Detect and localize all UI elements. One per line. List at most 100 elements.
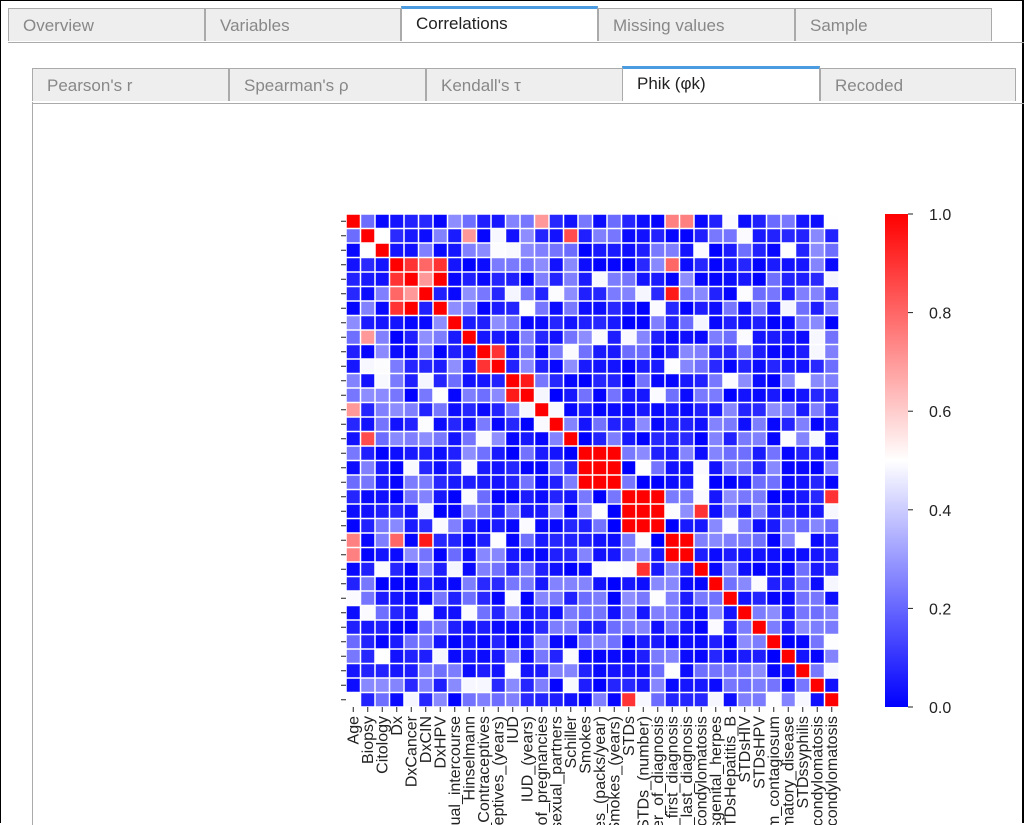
heatmap-cell bbox=[810, 257, 825, 272]
heatmap-cell bbox=[752, 228, 767, 243]
heatmap-cell bbox=[534, 678, 549, 693]
heatmap-cell bbox=[534, 547, 549, 562]
heatmap-cell bbox=[592, 417, 607, 432]
tab-missing-values[interactable]: Missing values bbox=[598, 8, 795, 41]
heatmap-cell bbox=[375, 547, 390, 562]
heatmap-cell bbox=[389, 388, 404, 403]
tab-correlations[interactable]: Correlations bbox=[401, 6, 598, 41]
heatmap-cell bbox=[534, 286, 549, 301]
heatmap-cell bbox=[433, 344, 448, 359]
heatmap-cell bbox=[694, 620, 709, 635]
heatmap-cell bbox=[708, 475, 723, 490]
heatmap-cell bbox=[824, 518, 839, 533]
heatmap-cell bbox=[404, 431, 419, 446]
tab-sample[interactable]: Sample bbox=[795, 8, 992, 41]
heatmap-cell bbox=[810, 591, 825, 606]
heatmap-cell bbox=[447, 475, 462, 490]
heatmap-cell bbox=[752, 214, 767, 229]
heatmap-cell bbox=[476, 620, 491, 635]
heatmap-cell bbox=[476, 678, 491, 693]
heatmap-cell bbox=[578, 272, 593, 287]
heatmap-cell bbox=[447, 649, 462, 664]
heatmap-cell bbox=[795, 634, 810, 649]
heatmap-cell bbox=[447, 591, 462, 606]
heatmap-cell bbox=[346, 576, 361, 591]
heatmap-cell bbox=[505, 547, 520, 562]
heatmap-cell bbox=[708, 446, 723, 461]
heatmap-cell bbox=[360, 243, 375, 258]
heatmap-cell bbox=[824, 388, 839, 403]
heatmap-cell bbox=[781, 373, 796, 388]
heatmap-cell bbox=[766, 388, 781, 403]
heatmap-cell bbox=[476, 388, 491, 403]
heatmap-cell bbox=[447, 489, 462, 504]
heatmap-cell bbox=[650, 678, 665, 693]
heatmap-cell bbox=[607, 663, 622, 678]
tab-overview[interactable]: Overview bbox=[8, 8, 205, 41]
heatmap-cell bbox=[418, 315, 433, 330]
heatmap-cell bbox=[737, 286, 752, 301]
heatmap-cell bbox=[650, 663, 665, 678]
heatmap-cell bbox=[766, 272, 781, 287]
heatmap-cell bbox=[766, 301, 781, 316]
heatmap-cell bbox=[360, 620, 375, 635]
heatmap-cell bbox=[360, 547, 375, 562]
heatmap-cell bbox=[607, 489, 622, 504]
heatmap-cell bbox=[418, 243, 433, 258]
heatmap-cell bbox=[389, 504, 404, 519]
heatmap-cell bbox=[737, 373, 752, 388]
heatmap-cell bbox=[476, 257, 491, 272]
heatmap-cell bbox=[578, 402, 593, 417]
heatmap-cell bbox=[752, 533, 767, 548]
heatmap-cell bbox=[737, 620, 752, 635]
heatmap-cell bbox=[607, 605, 622, 620]
heatmap-cell bbox=[549, 330, 564, 345]
heatmap-cell bbox=[737, 315, 752, 330]
heatmap-cell bbox=[534, 272, 549, 287]
heatmap-cell bbox=[665, 286, 680, 301]
tab-phik[interactable]: Phik (φk) bbox=[622, 66, 820, 101]
heatmap-cell bbox=[418, 547, 433, 562]
heatmap-cell bbox=[360, 504, 375, 519]
heatmap-cell bbox=[491, 243, 506, 258]
heatmap-cell bbox=[578, 373, 593, 388]
heatmap-cell bbox=[679, 620, 694, 635]
heatmap-cell bbox=[636, 373, 651, 388]
heatmap-cell bbox=[505, 344, 520, 359]
heatmap-cell bbox=[534, 228, 549, 243]
heatmap-cell bbox=[346, 228, 361, 243]
heatmap-cell bbox=[578, 634, 593, 649]
heatmap-cell bbox=[795, 417, 810, 432]
heatmap-cell bbox=[520, 591, 535, 606]
heatmap-cell bbox=[650, 373, 665, 388]
heatmap-cell bbox=[694, 591, 709, 606]
correlation-panel bbox=[32, 102, 1025, 825]
heatmap-cell bbox=[578, 431, 593, 446]
heatmap-cell bbox=[389, 214, 404, 229]
heatmap-cell bbox=[462, 344, 477, 359]
heatmap-cell bbox=[723, 475, 738, 490]
tab-recoded[interactable]: Recoded bbox=[820, 68, 1016, 101]
heatmap-cell bbox=[708, 620, 723, 635]
heatmap-cell bbox=[679, 315, 694, 330]
heatmap-cell bbox=[781, 228, 796, 243]
heatmap-cell bbox=[375, 634, 390, 649]
heatmap-cell bbox=[737, 417, 752, 432]
heatmap-cell bbox=[665, 359, 680, 374]
heatmap-cell bbox=[534, 591, 549, 606]
heatmap-cell bbox=[549, 663, 564, 678]
heatmap-cell bbox=[389, 692, 404, 707]
heatmap-cell bbox=[360, 373, 375, 388]
heatmap-cell bbox=[476, 359, 491, 374]
heatmap-cell bbox=[346, 373, 361, 388]
tab-pearson[interactable]: Pearson's r bbox=[32, 68, 229, 101]
tab-spearman[interactable]: Spearman's ρ bbox=[229, 68, 426, 101]
tab-variables[interactable]: Variables bbox=[205, 8, 401, 41]
heatmap-cell bbox=[752, 257, 767, 272]
heatmap-cell bbox=[795, 692, 810, 707]
heatmap-cell bbox=[520, 576, 535, 591]
heatmap-cell bbox=[462, 301, 477, 316]
heatmap-cell bbox=[621, 475, 636, 490]
heatmap-cell bbox=[346, 591, 361, 606]
heatmap-cell bbox=[665, 301, 680, 316]
